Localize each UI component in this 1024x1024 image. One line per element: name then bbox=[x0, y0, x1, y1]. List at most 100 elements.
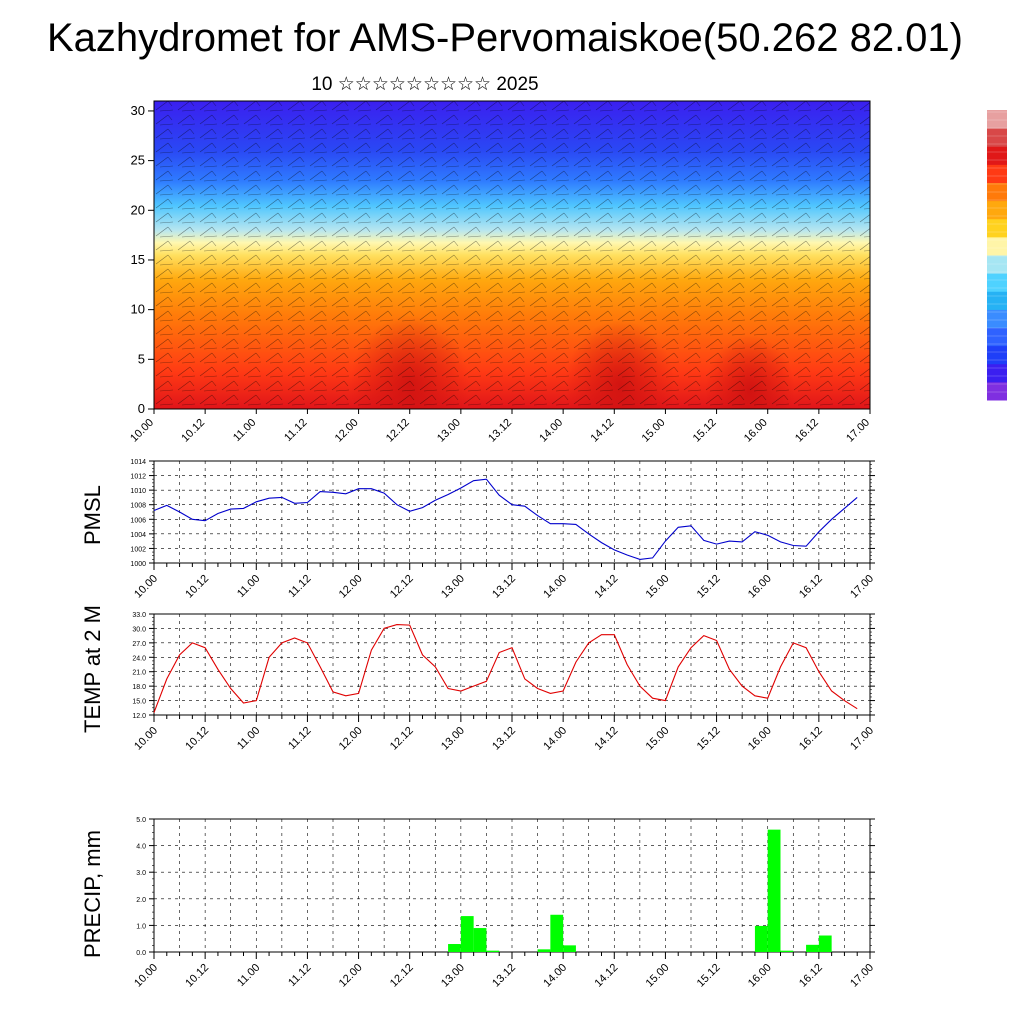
subtitle: 10 ☆☆☆☆☆☆☆☆☆ 2025 bbox=[311, 74, 539, 95]
colorbar-swatch bbox=[987, 255, 1007, 274]
x-tick-label: 15.12 bbox=[695, 962, 723, 990]
x-tick-label: 16.12 bbox=[797, 573, 825, 601]
x-tick-label: 15.12 bbox=[691, 417, 719, 445]
precip-bar bbox=[550, 914, 564, 952]
colorbar-swatch bbox=[987, 128, 1007, 147]
precip-bar bbox=[448, 944, 461, 952]
x-tick-label: 10.12 bbox=[183, 962, 211, 990]
y-tick-label: 1012 bbox=[130, 474, 146, 481]
x-tick-label: 11.00 bbox=[231, 417, 258, 444]
x-tick-label: 14.00 bbox=[541, 962, 569, 990]
y-tick-label: 4.0 bbox=[136, 844, 146, 851]
x-tick-label: 15.12 bbox=[695, 573, 723, 601]
x-tick-label: 13.00 bbox=[439, 962, 467, 990]
y-tick-label: 1000 bbox=[130, 561, 146, 568]
x-tick-label: 13.00 bbox=[439, 725, 467, 753]
precip-bar bbox=[563, 945, 576, 952]
heatmap-panel: 0 5 10 15 20 25 30 10.00 10.12 11.00 11.12 12.00 12… bbox=[128, 100, 872, 445]
wind-barbs bbox=[154, 101, 870, 409]
y-tick-label: 1.0 bbox=[136, 923, 146, 930]
colorbar-swatch bbox=[987, 327, 1007, 347]
series-line bbox=[153, 624, 858, 713]
y-tick-label: 2.0 bbox=[136, 897, 146, 904]
y-tick-label: 3.0 bbox=[136, 870, 146, 877]
x-tick-label: 10.00 bbox=[132, 573, 160, 601]
x-tick-label: 14.00 bbox=[541, 725, 569, 753]
y-tick-label: 18.0 bbox=[132, 684, 146, 691]
y-tick-label: 25 bbox=[131, 153, 145, 168]
colorbar-swatch bbox=[987, 273, 1007, 292]
x-tick-label: 12.12 bbox=[384, 417, 412, 445]
y-tick-label: 1004 bbox=[130, 532, 146, 539]
y-tick-label: 12.0 bbox=[132, 713, 146, 720]
x-tick-label: 16.12 bbox=[797, 725, 825, 753]
page-title: Kazhydromet for AMS-Pervomaiskoe(50.262 … bbox=[47, 16, 963, 60]
x-tick-label: 10.00 bbox=[132, 725, 160, 753]
x-tick-label: 11.12 bbox=[286, 725, 313, 752]
x-tick-label: 14.12 bbox=[592, 962, 620, 990]
x-tick-label: 11.00 bbox=[235, 962, 262, 989]
y-tick-label: 30.0 bbox=[132, 626, 146, 633]
x-tick-label: 14.12 bbox=[592, 573, 620, 601]
x-tick-label: 12.12 bbox=[388, 962, 416, 990]
x-tick-label: 13.12 bbox=[490, 725, 518, 753]
y-tick-label: 0 bbox=[138, 401, 145, 416]
colorbar-swatch bbox=[987, 363, 1007, 383]
precip-bar bbox=[754, 925, 768, 952]
colorbar-swatch bbox=[987, 164, 1007, 183]
y-tick-label: 0.0 bbox=[136, 950, 146, 957]
precip-bar bbox=[780, 950, 794, 952]
x-tick-label: 15.12 bbox=[695, 725, 723, 753]
y-tick-label: 15.0 bbox=[132, 699, 146, 706]
x-tick-label: 12.00 bbox=[337, 962, 365, 990]
x-tick-label: 11.12 bbox=[286, 962, 313, 989]
x-tick-label: 17.00 bbox=[844, 417, 872, 445]
x-tick-label: 13.12 bbox=[490, 962, 518, 990]
x-tick-label: 10.00 bbox=[132, 962, 160, 990]
y-tick-label: 1014 bbox=[130, 459, 146, 466]
x-tick-label: 12.00 bbox=[337, 573, 365, 601]
precip-bar bbox=[486, 950, 500, 952]
x-tick-label: 17.00 bbox=[848, 962, 876, 990]
y-tick-label: 15 bbox=[131, 252, 145, 267]
colorbar-swatch bbox=[987, 236, 1007, 256]
y-tick-label: 10 bbox=[131, 302, 145, 317]
pmsl-chart: 1000 1002 1004 1006 1008 1010 1012 1014 10.00 10.… bbox=[130, 459, 876, 601]
x-tick-label: 14.12 bbox=[592, 725, 620, 753]
precip-bar bbox=[473, 928, 487, 952]
x-tick-label: 13.00 bbox=[439, 573, 467, 601]
x-tick-label: 15.00 bbox=[644, 725, 672, 753]
y-tick-label: 5 bbox=[138, 351, 145, 366]
x-tick-label: 11.12 bbox=[282, 417, 309, 444]
x-tick-label: 11.00 bbox=[235, 573, 262, 600]
x-tick-label: 16.00 bbox=[746, 725, 774, 753]
x-tick-label: 16.00 bbox=[746, 962, 774, 990]
x-tick-label: 15.00 bbox=[640, 417, 668, 445]
precip-bar bbox=[537, 949, 551, 952]
series-line bbox=[153, 478, 858, 560]
y-tick-label: 27.0 bbox=[132, 641, 146, 648]
colorbar-swatch bbox=[987, 309, 1007, 328]
precip-bar bbox=[460, 916, 474, 952]
colorbar-swatch bbox=[987, 345, 1007, 365]
x-tick-label: 13.12 bbox=[486, 417, 514, 445]
x-tick-label: 16.00 bbox=[742, 417, 770, 445]
y-tick-label: 1010 bbox=[130, 488, 146, 495]
x-tick-label: 10.12 bbox=[183, 725, 211, 753]
x-tick-label: 14.00 bbox=[537, 417, 565, 445]
precip-bar bbox=[818, 935, 832, 952]
precip-bar bbox=[767, 829, 781, 952]
colorbar-swatch bbox=[987, 110, 1007, 129]
colorbar-swatch bbox=[987, 218, 1007, 238]
colorbar bbox=[987, 110, 1007, 401]
precip-chart: 0.0 1.0 2.0 3.0 4.0 5.0 10.00 10.12 11.00 11.12 12… bbox=[132, 817, 876, 990]
temp-chart: 12.0 15.0 18.0 21.0 24.0 27.0 30.0 33.0 10.00 10.… bbox=[132, 612, 876, 753]
x-tick-label: 11.12 bbox=[286, 573, 313, 600]
y-tick-label: 20 bbox=[131, 202, 145, 217]
colorbar-swatch bbox=[987, 200, 1007, 220]
y-tick-label: 24.0 bbox=[132, 655, 146, 662]
y-tick-label: 5.0 bbox=[136, 817, 146, 824]
y-tick-label: 1002 bbox=[130, 546, 146, 553]
colorbar-swatch bbox=[987, 381, 1007, 401]
y-tick-label: 30 bbox=[131, 103, 145, 118]
